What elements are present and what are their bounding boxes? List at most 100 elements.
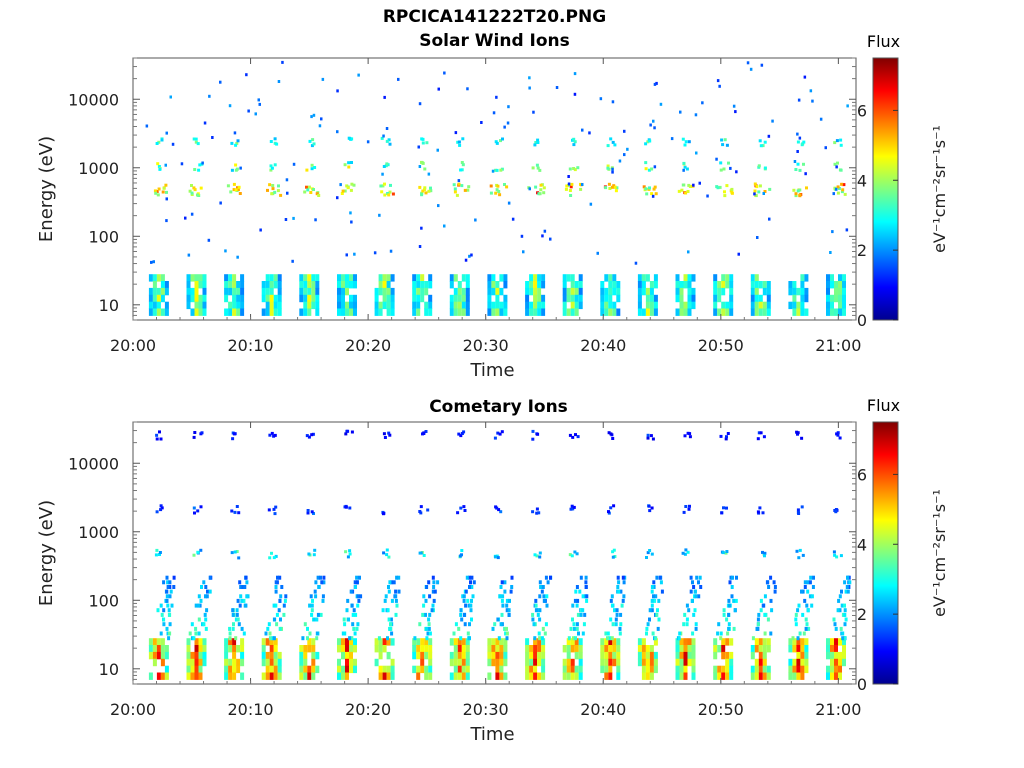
- plume-cell: [803, 580, 807, 585]
- noise-cell: [454, 131, 458, 135]
- plume-cell: [314, 594, 318, 599]
- band-cell: [194, 658, 199, 667]
- band-cell: [148, 672, 153, 680]
- band-cell: [750, 301, 755, 310]
- band-cell: [457, 651, 462, 660]
- noise-cell: [732, 104, 736, 108]
- band-cell: [725, 274, 730, 282]
- plume-cell: [239, 594, 243, 599]
- band-cell: [525, 658, 530, 667]
- band-cell: [240, 638, 245, 646]
- plume-cell: [395, 603, 399, 608]
- noise-cell: [581, 128, 584, 132]
- plume-cell: [685, 617, 689, 622]
- band-cell: [341, 294, 345, 303]
- band-cell: [713, 287, 718, 296]
- upper-line-cell: [157, 140, 161, 144]
- main-beam-cell: [539, 183, 543, 187]
- noise-cell: [549, 237, 552, 241]
- colorbar-tick-label: 6: [857, 465, 867, 484]
- band-cell: [641, 645, 646, 653]
- plume-cell: [544, 622, 548, 627]
- plume-cell: [268, 631, 272, 636]
- main-beam-cell: [276, 189, 280, 193]
- upper-line-cell: [606, 144, 610, 148]
- y-tick-label: 10: [99, 296, 119, 315]
- noise-cell: [581, 183, 584, 186]
- band-cell: [713, 281, 718, 289]
- upper-line-cell: [687, 507, 691, 511]
- band-cell: [186, 665, 191, 674]
- plume-cell: [422, 603, 426, 608]
- band-cell: [386, 638, 391, 646]
- plume-cell: [545, 603, 549, 608]
- plume-cell: [242, 598, 246, 603]
- plume-cell: [465, 575, 469, 580]
- noise-cell: [541, 234, 544, 238]
- band-cell: [604, 665, 609, 674]
- band-cell: [570, 665, 575, 674]
- main-beam-cell: [837, 187, 841, 190]
- band-cell: [754, 274, 759, 282]
- band-cell: [390, 287, 395, 296]
- upper-line-cell: [758, 139, 762, 143]
- plume-cell: [545, 594, 549, 599]
- band-cell: [608, 287, 613, 296]
- band-cell: [574, 294, 579, 303]
- main-beam-cell: [196, 193, 199, 197]
- plume-cell: [359, 594, 363, 599]
- plume-cell: [505, 608, 509, 613]
- band-cell: [792, 301, 797, 310]
- band-cell: [378, 281, 383, 289]
- main-beam-cell: [154, 191, 158, 195]
- plume-cell: [388, 580, 392, 585]
- band-cell: [491, 274, 496, 282]
- band-cell: [269, 274, 274, 282]
- upper-line-cell: [833, 162, 837, 166]
- main-beam-cell: [680, 188, 684, 192]
- main-beam-cell: [654, 192, 658, 196]
- band-cell: [232, 294, 237, 303]
- plume-cell: [356, 603, 360, 608]
- upper-line-cell: [230, 509, 234, 513]
- band-cell: [529, 658, 534, 667]
- band-cell: [838, 301, 842, 310]
- plume-cell: [833, 622, 837, 627]
- main-beam-cell: [612, 184, 616, 188]
- plume-cell: [685, 622, 689, 627]
- plume-cell: [460, 617, 464, 622]
- noise-cell: [698, 181, 701, 185]
- band-cell: [645, 658, 650, 667]
- noise-cell: [211, 136, 214, 139]
- main-beam-cell: [277, 184, 280, 188]
- colorbar-title: Flux: [867, 32, 900, 51]
- isolated-high-cell: [457, 432, 461, 436]
- upper-line-cell: [155, 510, 159, 514]
- band-cell: [449, 294, 454, 303]
- band-cell: [578, 281, 583, 289]
- band-cell: [653, 665, 658, 674]
- mid-line-cell: [192, 553, 196, 557]
- noise-cell: [797, 98, 801, 102]
- band-cell: [842, 651, 846, 660]
- upper-line-cell: [461, 163, 465, 167]
- plume-cell: [166, 585, 170, 589]
- upper-line-cell: [720, 138, 724, 142]
- upper-line-cell: [462, 505, 466, 509]
- upper-line-cell: [759, 144, 763, 148]
- plume-cell: [796, 608, 800, 613]
- plume-cell: [579, 575, 583, 580]
- spectrogram-cells: [145, 60, 849, 316]
- band-cell: [269, 658, 274, 667]
- band-cell: [277, 651, 282, 660]
- plume-cell: [531, 617, 535, 622]
- noise-cell: [652, 119, 655, 123]
- band-cell: [152, 274, 157, 282]
- band-cell: [277, 274, 282, 282]
- band-cell: [345, 658, 349, 667]
- band-cell: [541, 274, 546, 282]
- plume-cell: [609, 617, 613, 622]
- band-cell: [374, 308, 379, 316]
- plume-cell: [581, 631, 585, 636]
- plume-cell: [657, 617, 661, 622]
